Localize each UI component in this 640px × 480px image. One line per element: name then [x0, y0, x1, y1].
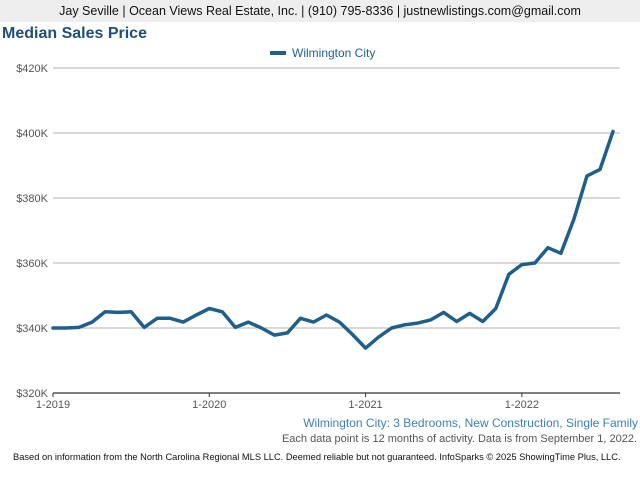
data-point: [533, 261, 537, 265]
data-point: [155, 317, 159, 320]
data-point: [169, 317, 172, 320]
data-point: [221, 310, 224, 313]
y-tick-label: $320K: [16, 388, 48, 400]
chart-subtitle: Wilmington City: 3 Bedrooms, New Constru…: [303, 416, 638, 430]
y-tick-label: $420K: [16, 63, 48, 75]
x-tick-label: 1-2020: [192, 399, 226, 411]
data-point: [286, 331, 289, 335]
data-point: [559, 252, 563, 255]
y-tick-label: $340K: [16, 323, 48, 335]
data-point: [377, 335, 380, 339]
contact-header: Jay Seville | Ocean Views Real Estate, I…: [0, 0, 640, 22]
data-point: [260, 326, 263, 330]
data-point: [442, 311, 445, 314]
series-line-wilmington-city: [51, 129, 615, 350]
data-point: [351, 333, 354, 336]
data-point: [468, 312, 471, 315]
data-point: [429, 318, 432, 322]
data-point: [247, 320, 250, 324]
data-point: [195, 313, 198, 317]
data-point: [507, 273, 511, 276]
x-tick-label: 1-2022: [505, 399, 539, 411]
data-point: [234, 326, 237, 329]
data-point: [390, 326, 393, 330]
data-point: [403, 323, 406, 326]
legend-label: Wilmington City: [292, 46, 376, 60]
legend-swatch: [270, 51, 286, 55]
data-point: [129, 310, 133, 313]
disclaimer: Based on information from the North Caro…: [13, 452, 621, 462]
chart-title: Median Sales Price: [2, 25, 147, 42]
data-point: [338, 320, 341, 324]
data-point: [64, 326, 68, 330]
y-tick-label: $380K: [16, 193, 48, 205]
data-point: [299, 317, 302, 320]
legend[interactable]: Wilmington City: [270, 46, 375, 60]
data-point: [325, 313, 328, 317]
data-point: [116, 311, 120, 314]
data-point: [416, 321, 419, 325]
data-point: [494, 307, 497, 310]
data-point: [598, 168, 602, 171]
data-point: [273, 333, 276, 337]
data-point: [585, 174, 589, 178]
data-point: [208, 307, 211, 310]
x-tick-label: 1-2019: [36, 399, 70, 411]
data-point: [312, 320, 315, 324]
x-tick-label: 1-2021: [348, 399, 382, 411]
data-point: [455, 320, 458, 323]
data-point: [481, 320, 484, 323]
data-point: [142, 326, 146, 329]
y-tick-label: $400K: [16, 128, 48, 140]
data-point: [182, 320, 185, 324]
data-point: [546, 246, 550, 249]
y-tick-label: $360K: [16, 258, 48, 270]
data-note: Each data point is 12 months of activity…: [281, 433, 637, 445]
data-point: [572, 217, 576, 221]
data-point: [364, 346, 367, 350]
data-point: [77, 326, 81, 329]
data-point: [611, 130, 615, 133]
data-point: [103, 310, 107, 313]
data-point: [90, 320, 94, 324]
data-point: [51, 326, 55, 330]
data-point: [520, 263, 524, 266]
